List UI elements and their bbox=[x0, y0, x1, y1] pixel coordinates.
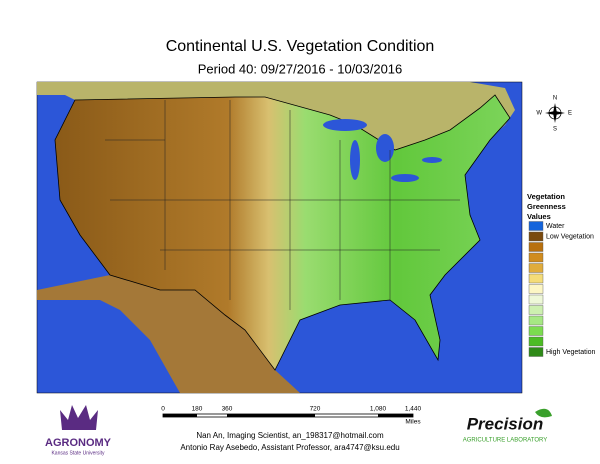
canada bbox=[37, 82, 515, 150]
legend-swatch bbox=[528, 242, 544, 252]
legend-swatch bbox=[528, 252, 544, 263]
title: Continental U.S. Vegetation Condition bbox=[166, 38, 435, 55]
map bbox=[36, 81, 523, 394]
subtitle: Period 40: 09/27/2016 - 10/03/2016 bbox=[198, 61, 403, 76]
scale-label: 360 bbox=[222, 406, 233, 413]
us-land bbox=[54, 94, 511, 371]
compass-n: N bbox=[553, 96, 557, 102]
scale-bar: 0 180 360 720 1,080 1,440 Miles bbox=[161, 406, 421, 426]
compass-w: W bbox=[536, 111, 542, 117]
scale-label: 1,080 bbox=[370, 406, 387, 413]
legend-title: Vegetation bbox=[527, 192, 565, 201]
logo-tagline: Kansas State University bbox=[51, 450, 105, 456]
scale-label: 180 bbox=[192, 406, 203, 413]
legend-label: Water bbox=[546, 223, 565, 230]
scale-unit: Miles bbox=[405, 419, 421, 426]
compass-e: E bbox=[568, 111, 572, 117]
scale-label: 720 bbox=[310, 406, 321, 413]
credit: Antonio Ray Asebedo, Assistant Professor… bbox=[180, 443, 399, 452]
scale-label: 0 bbox=[161, 406, 165, 413]
legend-swatch bbox=[528, 231, 544, 242]
legend-title: Greenness bbox=[527, 202, 566, 211]
legend-swatch bbox=[528, 294, 544, 305]
precision-logo: Precision Agriculture Laboratory bbox=[463, 408, 552, 444]
logo-name: Precision bbox=[467, 414, 544, 433]
legend-label: Low Vegetation bbox=[546, 233, 594, 240]
legend-swatch bbox=[528, 284, 544, 294]
legend-label: High Vegetation bbox=[546, 349, 596, 356]
compass-s: S bbox=[553, 127, 557, 133]
credit: Nan An, Imaging Scientist, an_198317@hot… bbox=[196, 431, 384, 440]
legend-swatch bbox=[528, 305, 544, 315]
legend-swatch bbox=[528, 336, 544, 347]
logo-tagline: Agriculture Laboratory bbox=[463, 438, 548, 444]
legend-swatch bbox=[528, 273, 544, 284]
logo-name: AGRONOMY bbox=[45, 437, 112, 449]
mexico bbox=[37, 275, 300, 393]
scale-label: 1,440 bbox=[405, 406, 422, 413]
state-lines bbox=[105, 100, 460, 310]
compass: N S E W bbox=[536, 96, 572, 133]
legend-swatch bbox=[528, 315, 544, 326]
legend-title: Values bbox=[527, 212, 551, 221]
legend-swatch bbox=[528, 326, 544, 336]
great-lakes bbox=[323, 119, 442, 182]
legend-swatch bbox=[528, 263, 544, 273]
legend-swatch bbox=[528, 221, 544, 231]
agronomy-logo: AGRONOMY Kansas State University bbox=[45, 405, 112, 456]
legend-swatch bbox=[528, 347, 544, 357]
